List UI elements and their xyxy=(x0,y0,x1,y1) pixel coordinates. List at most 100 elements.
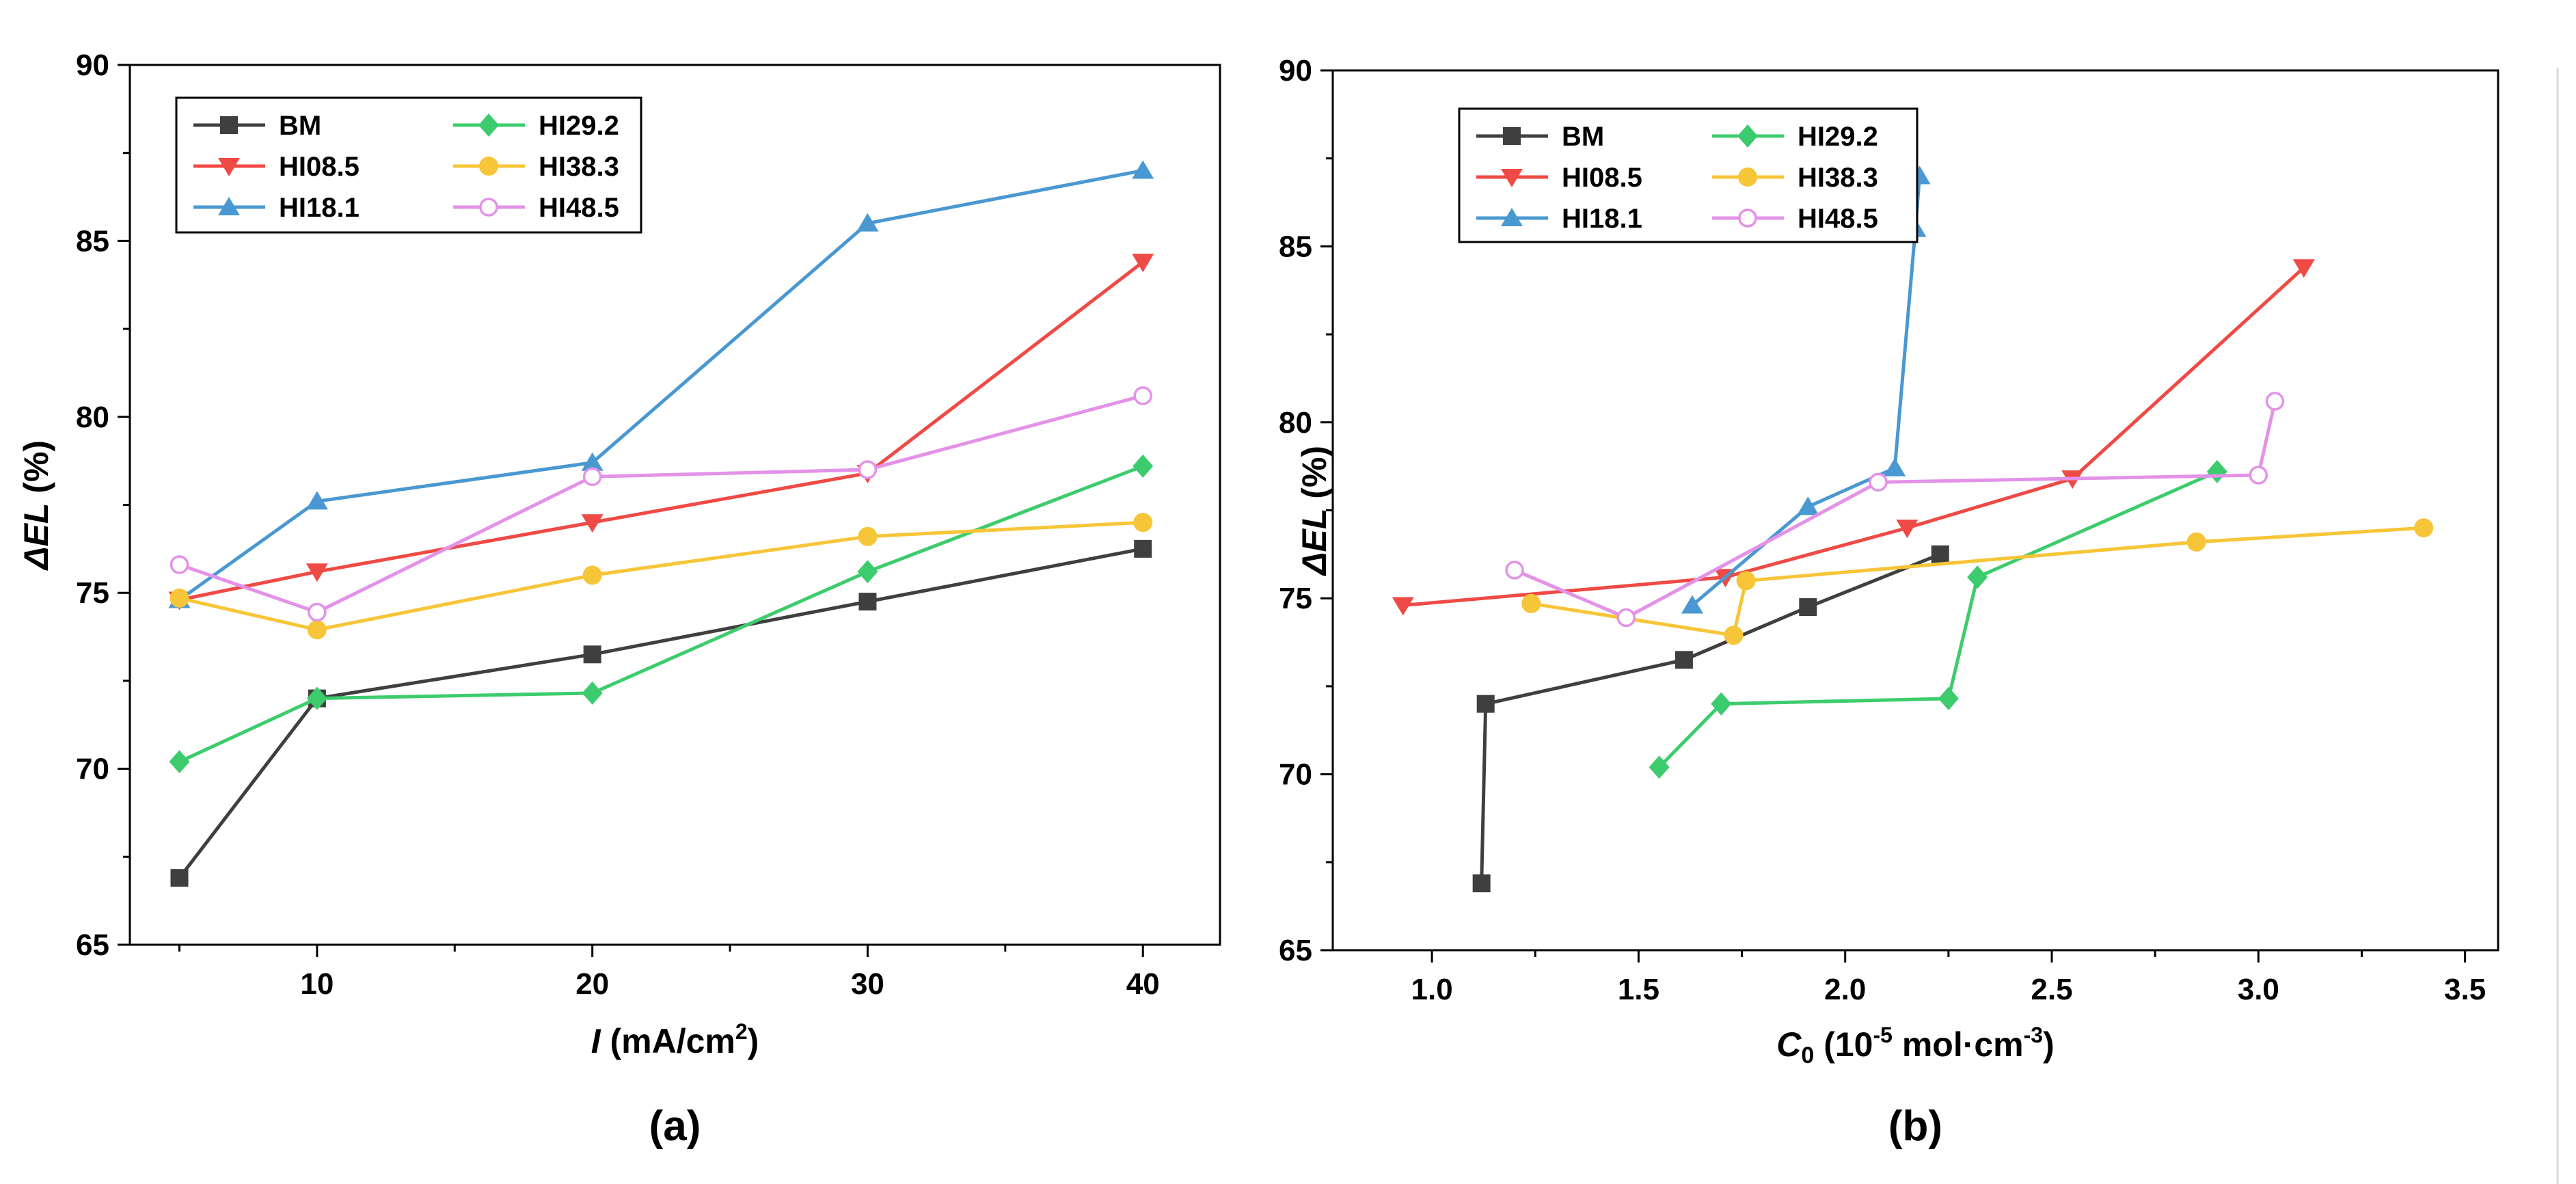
legend-marker xyxy=(1737,124,1758,148)
series-line-HI18.1 xyxy=(178,168,1143,602)
data-point-HI18.1 xyxy=(581,452,604,471)
x-axis-title-superscript: 2 xyxy=(735,1019,748,1044)
data-point-BM xyxy=(1799,598,1817,617)
panel-b: 65 70 75 80 85 90 1.0 1.5 2.0 2.5 3.0 3.5 BM HI08.5 HI… xyxy=(1279,54,2499,1150)
legend-entry: HI08.5 xyxy=(1476,163,1642,193)
data-point-HI38.3 xyxy=(858,526,878,546)
data-point-HI38.3 xyxy=(2414,518,2434,538)
legend: BM HI08.5 HI18.1 HI29.2 HI38.3 HI48.5 xyxy=(175,96,642,234)
legend-marker xyxy=(220,116,238,134)
y-tick-label: 80 xyxy=(76,401,109,434)
series-line-HI08.5 xyxy=(1402,266,2305,607)
panel-label: (b) xyxy=(1888,1103,1942,1150)
legend-label: BM xyxy=(1562,122,1604,152)
data-point-BM xyxy=(583,645,601,664)
y-tick-label: 90 xyxy=(1279,54,1312,88)
series-HI38.3 xyxy=(1521,518,2434,645)
y-tick-label: 80 xyxy=(1279,406,1312,440)
data-point-HI38.3 xyxy=(1724,625,1744,645)
data-point-HI18.1 xyxy=(306,491,328,510)
data-point-HI48.5 xyxy=(858,460,878,479)
series-HI38.3 xyxy=(170,513,1153,640)
legend-marker xyxy=(479,157,498,176)
data-point-BM xyxy=(170,869,189,887)
x-axis-title-unit: (mA/cm xyxy=(601,1022,735,1060)
x-axis-title-unit-2: mol·cm xyxy=(1893,1025,2024,1064)
data-point-HI29.2 xyxy=(1133,454,1154,478)
x-axis-title-close: ) xyxy=(2043,1025,2055,1064)
series-HI48.5 xyxy=(1505,392,2285,628)
panel-label: (a) xyxy=(649,1103,701,1150)
series-line-HI29.2 xyxy=(1657,470,2218,769)
legend-entry: HI48.5 xyxy=(453,193,619,223)
legend-marker xyxy=(1738,167,1757,187)
legend-marker xyxy=(479,198,498,217)
legend-label: HI18.1 xyxy=(1562,204,1642,234)
x-axis-title-close: ) xyxy=(748,1022,759,1060)
data-point-HI29.2 xyxy=(1649,755,1670,779)
series-HI29.2 xyxy=(1649,459,2227,779)
data-point-HI48.5 xyxy=(1133,386,1152,405)
x-tick-label: 3.0 xyxy=(2238,973,2279,1006)
y-axis-title-symbol: ΔEL xyxy=(1295,509,1333,576)
data-point-HI18.1 xyxy=(856,213,879,232)
legend-entry: HI38.3 xyxy=(1712,163,1878,193)
legend-marker xyxy=(218,197,240,215)
legend-entry: HI29.2 xyxy=(453,111,619,141)
data-point-HI08.5 xyxy=(2292,259,2315,278)
legend-label: HI38.3 xyxy=(1798,163,1878,193)
legend-label: HI29.2 xyxy=(1798,122,1878,152)
data-point-HI18.1 xyxy=(1681,595,1704,614)
x-tick-label: 10 xyxy=(300,967,334,1001)
data-point-HI38.3 xyxy=(170,588,189,608)
legend-label: HI29.2 xyxy=(539,111,619,141)
y-tick-label: 65 xyxy=(76,928,109,962)
x-axis-title-unit: (10 xyxy=(1814,1025,1873,1064)
data-point-HI38.3 xyxy=(582,565,602,585)
x-tick-label: 20 xyxy=(575,967,609,1001)
x-axis-title-superscript-2: -3 xyxy=(2024,1023,2043,1047)
data-point-HI29.2 xyxy=(857,560,878,584)
data-point-BM xyxy=(1134,539,1152,558)
data-point-HI48.5 xyxy=(2265,392,2285,411)
data-point-BM xyxy=(858,593,877,611)
data-point-BM xyxy=(1931,545,1949,563)
y-axis-title-symbol: ΔEL xyxy=(17,503,55,571)
legend-marker xyxy=(1501,208,1523,226)
y-tick-label: 85 xyxy=(76,224,109,258)
data-point-HI48.5 xyxy=(1505,561,1524,580)
data-point-HI08.5 xyxy=(581,514,604,533)
legend-entry: HI08.5 xyxy=(193,152,360,182)
y-tick-label: 85 xyxy=(1279,230,1312,263)
data-point-BM xyxy=(1476,695,1495,713)
legend-label: HI48.5 xyxy=(1798,204,1878,234)
legend-entry: HI38.3 xyxy=(453,152,619,182)
data-point-HI38.3 xyxy=(1133,513,1153,533)
y-tick-label: 75 xyxy=(1279,582,1312,615)
data-point-HI29.2 xyxy=(1711,692,1732,716)
legend-marker xyxy=(478,113,499,137)
y-tick-label: 70 xyxy=(1279,758,1312,792)
y-tick-label: 65 xyxy=(1279,934,1312,967)
data-point-HI48.5 xyxy=(170,555,189,574)
series-HI29.2 xyxy=(169,454,1154,774)
y-axis-title-unit: (%) xyxy=(17,440,55,503)
x-tick-label: 3.5 xyxy=(2444,973,2486,1006)
series-line-BM xyxy=(178,547,1143,879)
x-axis-title: I (mA/cm2) xyxy=(591,1019,759,1060)
legend-entry: HI48.5 xyxy=(1712,204,1878,234)
data-point-HI48.5 xyxy=(308,602,327,622)
data-point-HI29.2 xyxy=(306,686,327,710)
legend-entry: HI18.1 xyxy=(193,193,360,223)
series-BM xyxy=(170,539,1152,887)
legend: BM HI08.5 HI18.1 HI29.2 HI38.3 HI48.5 xyxy=(1458,107,1919,243)
legend-label: HI48.5 xyxy=(539,193,619,223)
legend-entry: HI29.2 xyxy=(1712,122,1878,152)
data-point-HI48.5 xyxy=(1616,608,1636,628)
series-HI08.5 xyxy=(1392,259,2315,616)
legend-marker xyxy=(1501,169,1523,187)
legend-label: HI38.3 xyxy=(539,152,619,182)
data-point-HI18.1 xyxy=(1884,457,1906,476)
series-BM xyxy=(1472,545,1949,893)
